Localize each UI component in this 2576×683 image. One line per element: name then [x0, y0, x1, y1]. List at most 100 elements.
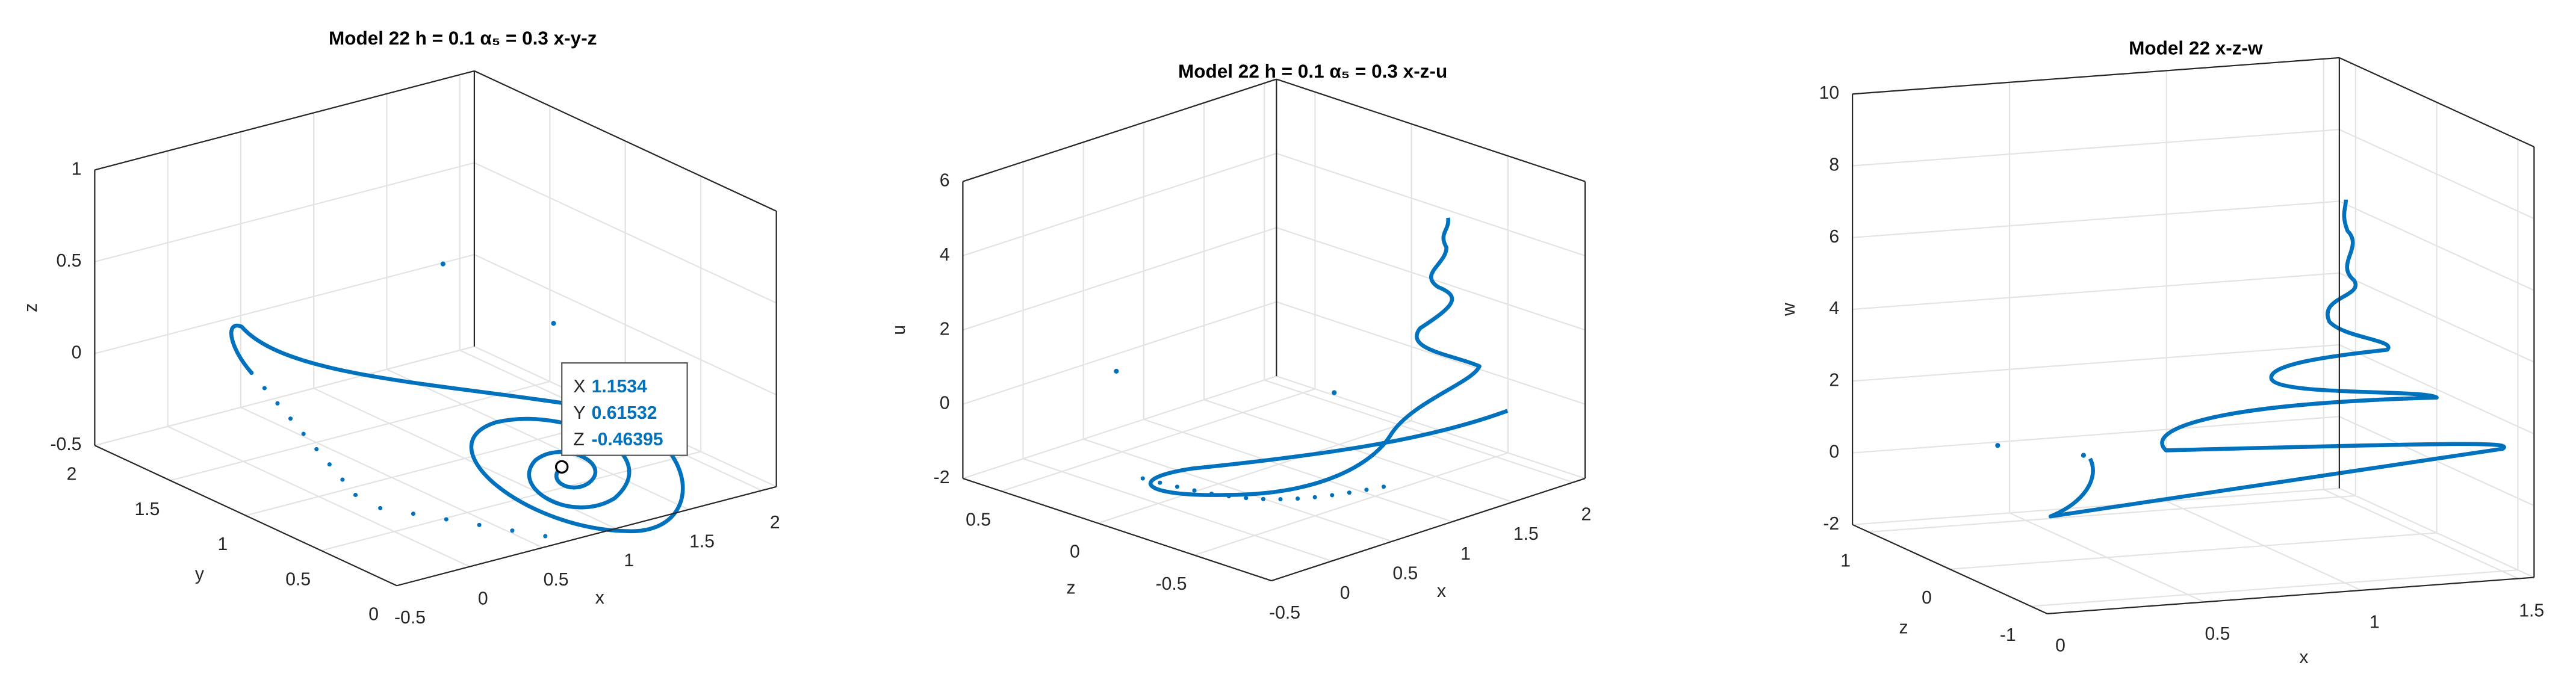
x-tick-label: 1.5 — [2519, 601, 2544, 620]
grid-line — [2031, 569, 2518, 607]
z-tick-label: 0 — [72, 343, 82, 363]
y-tick-label: 2 — [67, 465, 77, 484]
trajectory — [1149, 217, 1509, 497]
trajectory-point — [288, 416, 293, 421]
y-axis-label: y — [195, 564, 205, 584]
axis-edge — [1271, 478, 1586, 582]
axis-edge — [1852, 524, 2048, 614]
grid-line — [1852, 344, 2339, 382]
y-tick-label: 0.5 — [285, 569, 311, 589]
trajectory-point — [340, 477, 345, 482]
datatip-value: 1.1534 — [592, 377, 647, 397]
grid-line — [1852, 200, 2339, 238]
trajectory-point — [1278, 497, 1283, 502]
z-tick-label: 0.5 — [57, 251, 82, 271]
trajectory-point — [327, 462, 332, 467]
axis-edge — [396, 486, 777, 587]
grid-line — [1949, 532, 2437, 570]
grid-line — [1083, 438, 1392, 542]
x-tick-label: 1 — [624, 551, 634, 570]
grid-line — [321, 451, 701, 552]
x-axis-label: x — [2299, 647, 2308, 667]
x-tick-label: 0.5 — [2205, 624, 2230, 644]
z-tick-label: -0.5 — [50, 434, 81, 454]
trajectory-point — [411, 511, 416, 516]
trajectory-point — [477, 522, 482, 527]
grid-line — [1276, 152, 1586, 256]
trajectory-point — [1192, 488, 1197, 493]
x-tick-label: 0.5 — [1392, 563, 1418, 583]
trajectory-point — [301, 431, 306, 436]
trajectory-point — [1244, 496, 1249, 501]
z-tick-label: -2 — [934, 468, 950, 487]
trajectory-point — [440, 261, 445, 267]
axis-edge — [1852, 57, 2339, 95]
chart-title: Model 22 h = 0.1 α₅ = 0.3 x-z-u — [1178, 60, 1447, 82]
grid-line — [1203, 399, 1513, 503]
z-tick-label: 0 — [1829, 442, 1839, 462]
trajectory-point — [262, 386, 267, 391]
z-axis-label: z — [21, 303, 41, 312]
y-axis-label: z — [1066, 578, 1075, 598]
y-tick-label: 0.5 — [966, 510, 991, 530]
z-axis-label: u — [889, 325, 909, 335]
trajectory-point — [1995, 443, 2000, 448]
trajectory — [2048, 199, 2506, 519]
y-tick-label: -0.5 — [1156, 574, 1187, 594]
x-tick-label: -0.5 — [394, 608, 426, 628]
trajectory-point — [1330, 493, 1335, 498]
grid-line — [2339, 344, 2534, 435]
axis-edge — [474, 70, 777, 212]
trajectory-point — [1332, 390, 1337, 395]
grid-line — [1023, 458, 1332, 562]
axis-edge — [963, 78, 1277, 182]
datatip-label: X — [573, 377, 585, 397]
grid-line — [2339, 416, 2534, 507]
datatip-label: Z — [573, 430, 584, 450]
trajectory-point — [378, 505, 383, 510]
trajectory-point — [1312, 495, 1317, 499]
z-tick-label: 4 — [1829, 298, 1839, 318]
y-tick-label: 1 — [217, 534, 228, 554]
grid-line — [963, 227, 1277, 331]
x-axis-label: x — [595, 588, 604, 608]
chart-title: Model 22 h = 0.1 α₅ = 0.3 x-y-z — [329, 27, 597, 49]
datatip-marker — [554, 460, 569, 474]
trajectory-point — [353, 492, 358, 498]
grid-line — [474, 254, 777, 396]
trajectory-point — [1347, 490, 1352, 495]
z-tick-label: 2 — [1829, 370, 1839, 390]
grid-line — [1276, 301, 1586, 405]
x-tick-label: 0 — [478, 589, 488, 608]
trajectory-point — [510, 528, 515, 533]
grid-line — [963, 152, 1277, 256]
grid-line — [1852, 272, 2339, 311]
y-tick-label: 0 — [1070, 542, 1080, 562]
trajectory-point — [275, 401, 280, 406]
y-tick-label: -1 — [2000, 625, 2016, 645]
axis-edge — [2339, 57, 2534, 147]
x-tick-label: 2 — [770, 513, 780, 533]
grid-line — [1001, 388, 1315, 492]
trajectory-point — [1209, 491, 1214, 496]
grid-line — [1264, 379, 1574, 483]
axis-edge — [2047, 576, 2534, 614]
x-tick-label: 1 — [1460, 544, 1471, 564]
x-tick-label: 0 — [2055, 636, 2065, 656]
grid-line — [170, 380, 550, 481]
z-tick-label: 2 — [940, 319, 950, 339]
grid-line — [95, 162, 475, 263]
grid-line — [963, 301, 1277, 405]
x-tick-label: 2 — [1581, 504, 1591, 524]
grid-line — [1276, 375, 1586, 480]
x-tick-label: 0 — [1340, 583, 1350, 603]
axis-edge — [1276, 78, 1586, 182]
axis-edge — [94, 445, 397, 587]
y-tick-label: 1 — [1840, 551, 1851, 570]
grid-line — [1194, 452, 1509, 556]
grid-line — [1852, 416, 2339, 454]
trajectory-point — [1261, 496, 1265, 501]
axis-edge — [95, 70, 475, 171]
axis-edge — [963, 478, 1272, 582]
